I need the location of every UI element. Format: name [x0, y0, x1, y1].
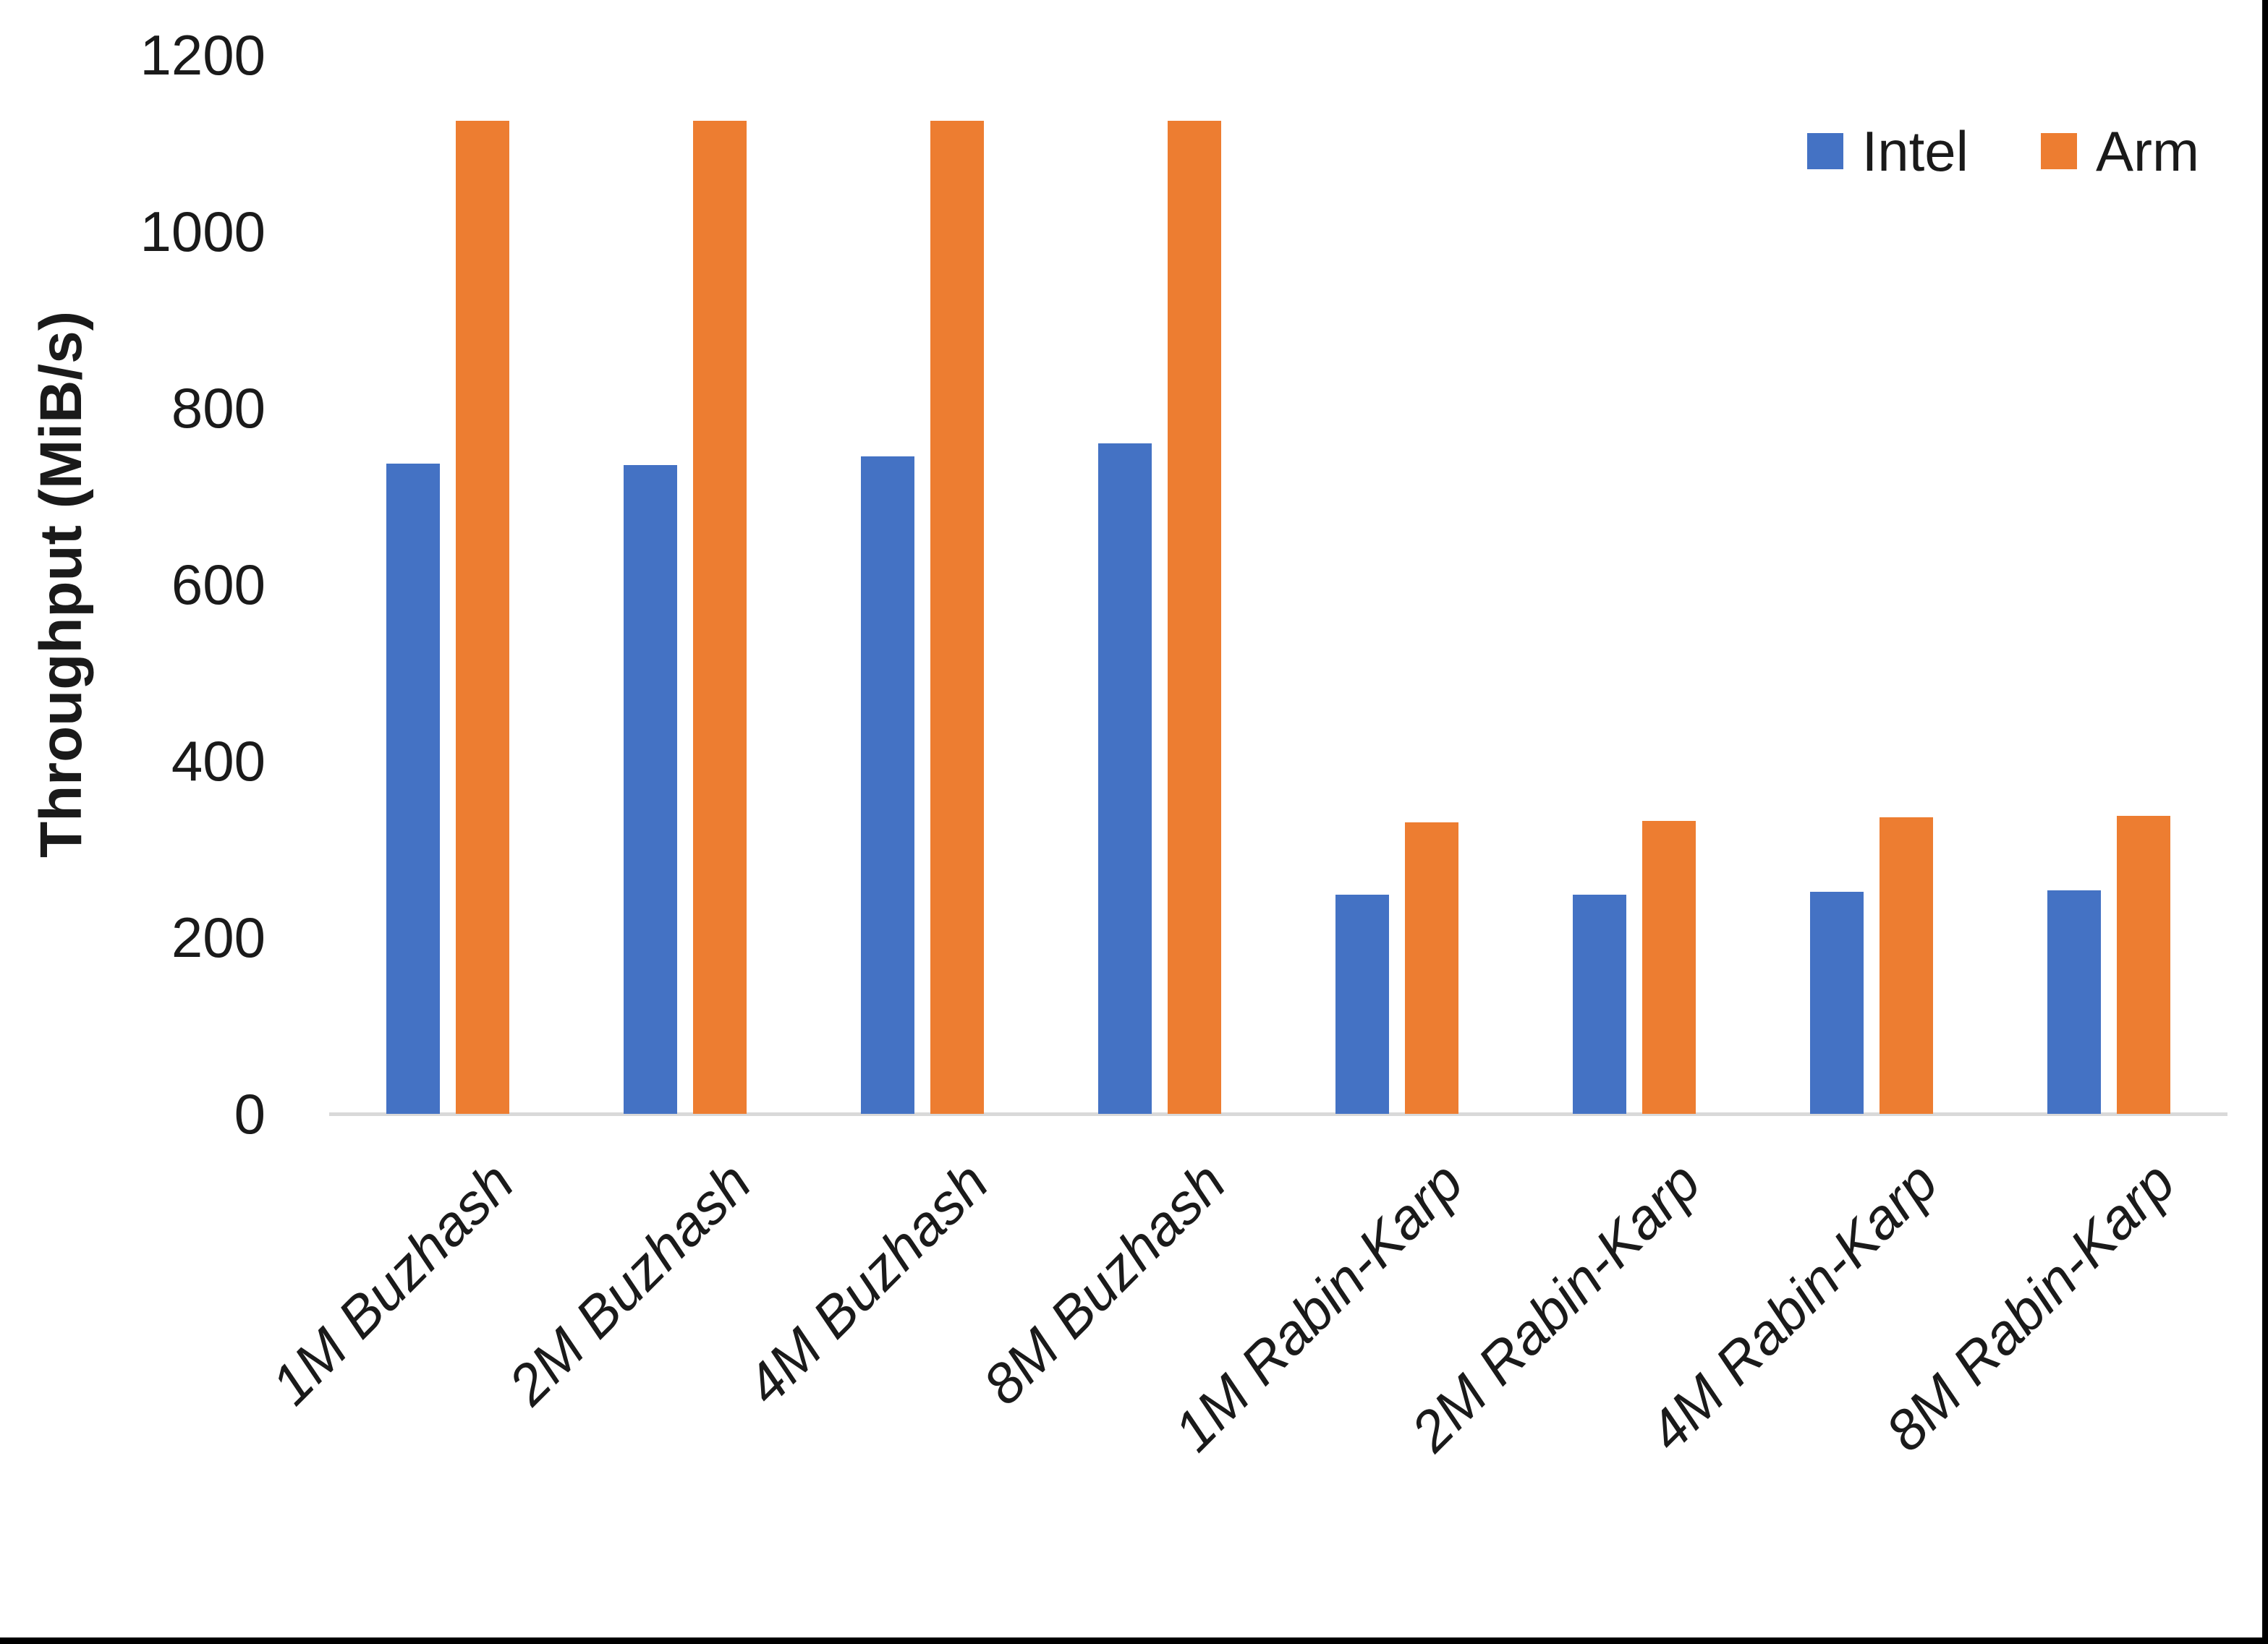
y-tick-label-400: 400 — [171, 729, 266, 793]
x-tick-label-8m-buzhash: 8M Buzhash — [971, 1149, 1239, 1417]
legend-label-intel: Intel — [1861, 119, 1969, 183]
bar-arm-1m-rabin-karp — [1405, 822, 1458, 1114]
x-tick-label-1m-buzhash: 1M Buzhash — [259, 1149, 527, 1417]
bar-arm-4m-buzhash — [930, 121, 984, 1114]
bar-group-8m-buzhash — [1041, 55, 1278, 1114]
y-tick-label-1000: 1000 — [140, 200, 266, 263]
bar-group-1m-rabin-karp — [1278, 55, 1516, 1114]
bar-arm-2m-rabin-karp — [1642, 821, 1696, 1114]
bar-arm-8m-buzhash — [1168, 121, 1221, 1114]
x-tick-label-2m-buzhash: 2M Buzhash — [496, 1149, 764, 1417]
bar-group-4m-rabin-karp — [1753, 55, 1990, 1114]
y-tick-label-0: 0 — [234, 1082, 266, 1146]
bar-group-8m-rabin-karp — [1990, 55, 2227, 1114]
legend-swatch-arm — [2041, 133, 2078, 169]
bar-group-2m-buzhash — [566, 55, 804, 1114]
legend-label-arm: Arm — [2096, 119, 2199, 183]
bar-intel-2m-buzhash — [624, 465, 677, 1114]
legend-item-intel: Intel — [1806, 119, 1969, 183]
bar-intel-4m-rabin-karp — [1810, 892, 1864, 1114]
bar-group-2m-rabin-karp — [1516, 55, 1753, 1114]
bar-intel-8m-rabin-karp — [2047, 890, 2101, 1114]
bar-arm-2m-buzhash — [693, 121, 747, 1114]
y-tick-label-800: 800 — [171, 376, 266, 440]
y-tick-label-600: 600 — [171, 553, 266, 616]
screen-bottom-border — [0, 1637, 2268, 1644]
y-tick-label-200: 200 — [171, 906, 266, 969]
bar-arm-4m-rabin-karp — [1880, 817, 1933, 1114]
bar-group-1m-buzhash — [329, 55, 566, 1114]
bar-arm-1m-buzhash — [456, 121, 509, 1114]
y-tick-label-1200: 1200 — [140, 23, 266, 87]
bar-intel-8m-buzhash — [1098, 443, 1152, 1114]
bar-arm-8m-rabin-karp — [2117, 816, 2170, 1114]
legend: Intel Arm — [1806, 119, 2199, 183]
bar-intel-2m-rabin-karp — [1573, 895, 1626, 1114]
plot-area — [329, 55, 2227, 1116]
x-axis-line — [329, 1112, 2227, 1116]
screen-right-border — [2262, 0, 2268, 1644]
x-tick-label-4m-buzhash: 4M Buzhash — [734, 1149, 1001, 1417]
legend-swatch-intel — [1806, 133, 1843, 169]
bar-group-4m-buzhash — [804, 55, 1041, 1114]
bar-intel-1m-rabin-karp — [1335, 895, 1389, 1114]
bar-intel-1m-buzhash — [386, 464, 440, 1114]
legend-item-arm: Arm — [2041, 123, 2199, 179]
bar-intel-4m-buzhash — [861, 456, 914, 1114]
